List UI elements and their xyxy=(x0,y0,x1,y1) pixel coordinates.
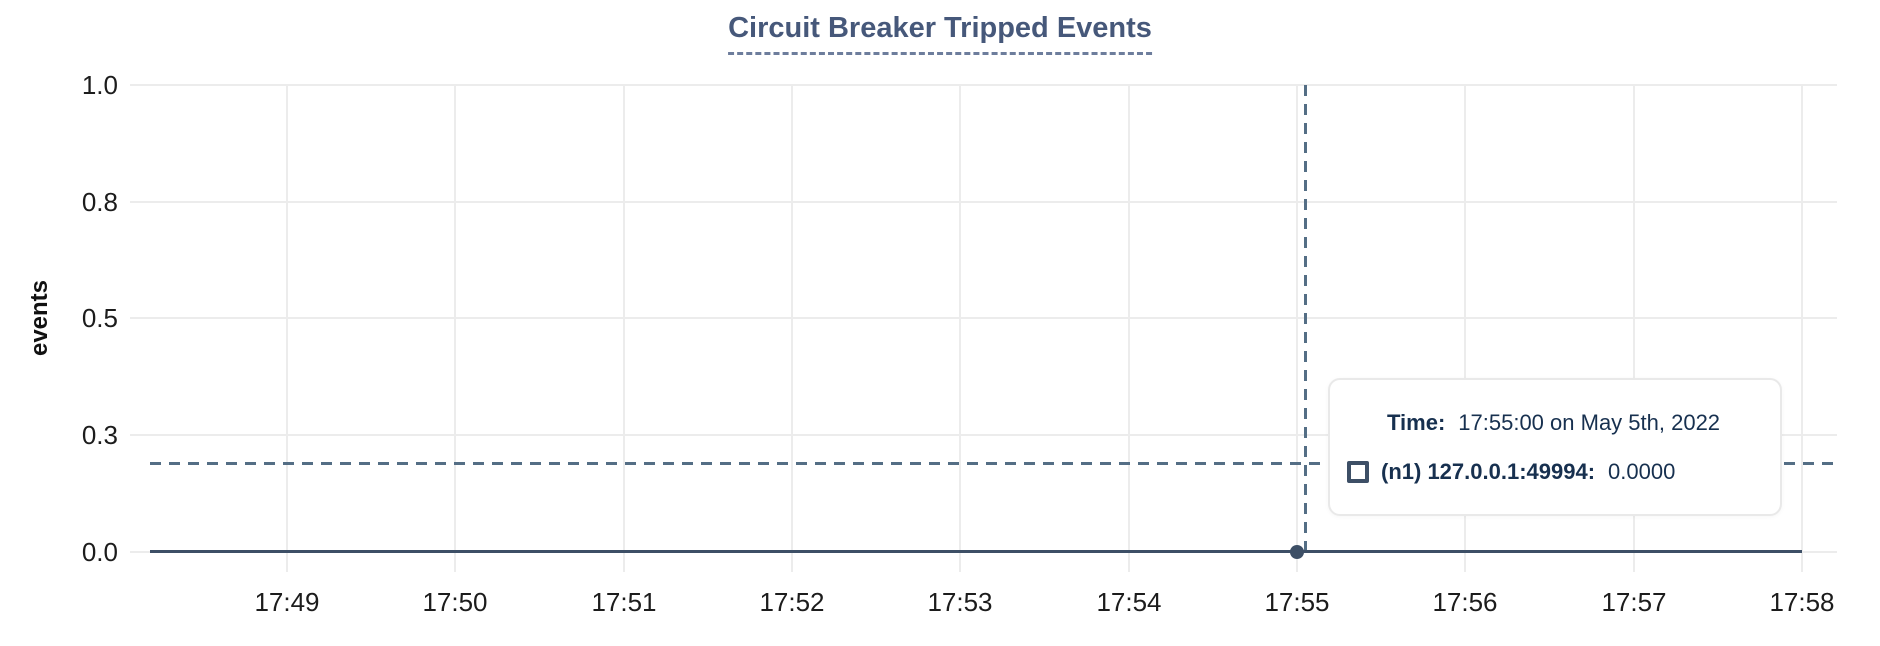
v-gridline xyxy=(1128,85,1130,572)
tooltip-time-label: Time: xyxy=(1387,410,1446,435)
v-gridline xyxy=(623,85,625,572)
y-tick-label: 1.0 xyxy=(81,70,118,100)
tooltip-time-row: Time: 17:55:00 on May 5th, 2022 xyxy=(1387,408,1780,438)
tooltip-series-label: (n1) 127.0.0.1:49994: xyxy=(1381,459,1596,484)
x-tick-label: 17:53 xyxy=(927,587,993,617)
h-gridline xyxy=(130,84,1837,86)
tooltip-time-value: 17:55:00 on May 5th, 2022 xyxy=(1458,410,1721,435)
v-gridline xyxy=(1464,85,1466,572)
v-gridline xyxy=(286,85,288,572)
h-gridline xyxy=(130,201,1837,203)
x-tick-label: 17:54 xyxy=(1096,587,1162,617)
y-tick-label: 0.3 xyxy=(81,420,118,450)
series-line xyxy=(150,550,1802,553)
tooltip-series-row: (n1) 127.0.0.1:49994: 0.0000 xyxy=(1347,457,1780,487)
y-tick-label: 0.0 xyxy=(81,537,118,567)
h-gridline xyxy=(130,317,1837,319)
x-tick-label: 17:51 xyxy=(591,587,657,617)
x-tick-label: 17:58 xyxy=(1769,587,1835,617)
crosshair-vertical-line xyxy=(1304,85,1307,552)
y-axis-label: events xyxy=(26,279,53,357)
v-gridline xyxy=(959,85,961,572)
v-gridline xyxy=(454,85,456,572)
v-gridline xyxy=(1801,85,1803,572)
crosshair-horizontal-line xyxy=(150,462,1837,465)
tooltip-series-value: 0.0000 xyxy=(1608,459,1676,484)
x-tick-label: 17:52 xyxy=(759,587,825,617)
x-tick-label: 17:56 xyxy=(1432,587,1498,617)
tooltip: Time: 17:55:00 on May 5th, 2022 (n1) 127.… xyxy=(1328,378,1782,516)
x-tick-label: 17:55 xyxy=(1264,587,1330,617)
y-tick-label: 0.5 xyxy=(81,303,118,333)
y-tick-label: 0.8 xyxy=(81,187,118,217)
square-outline-icon xyxy=(1347,461,1369,483)
highlighted-point xyxy=(1290,545,1304,559)
x-tick-label: 17:49 xyxy=(254,587,320,617)
v-gridline xyxy=(1296,85,1298,572)
v-gridline xyxy=(1633,85,1635,572)
h-gridline xyxy=(130,434,1837,436)
chart-title[interactable]: Circuit Breaker Tripped Events xyxy=(728,12,1152,55)
x-tick-label: 17:50 xyxy=(422,587,488,617)
x-tick-label: 17:57 xyxy=(1601,587,1667,617)
v-gridline xyxy=(791,85,793,572)
